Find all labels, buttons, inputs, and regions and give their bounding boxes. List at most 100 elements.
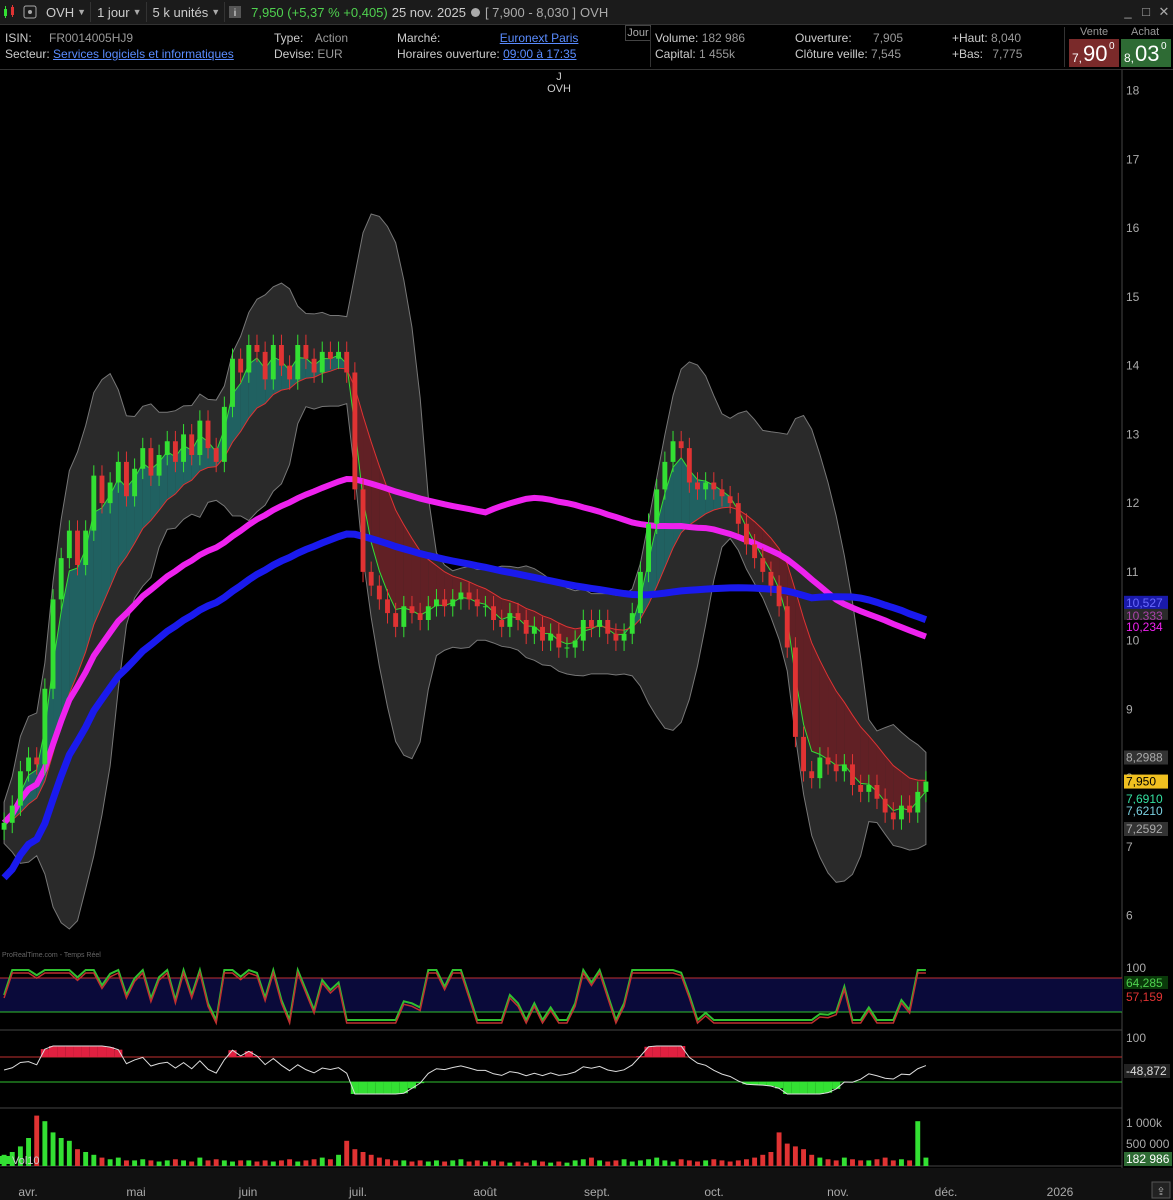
volume-bar	[597, 1160, 603, 1166]
volume-bar	[899, 1159, 904, 1166]
volume-bar	[866, 1160, 872, 1166]
open-label: Ouverture:	[795, 31, 852, 45]
ribbon-segment	[305, 358, 315, 379]
osc-oversold-bar	[750, 1082, 759, 1085]
units-selector[interactable]: 5 k unités ▼	[149, 2, 226, 22]
ribbon-segment	[428, 559, 437, 611]
y-tick-label: 6	[1126, 909, 1133, 923]
candle-body	[287, 365, 293, 380]
candle-body	[882, 798, 888, 813]
hours-link[interactable]: 09:00 à 17:35	[503, 47, 577, 61]
ma-long2-line	[1, 530, 928, 881]
volume-bar	[327, 1159, 333, 1166]
candle-body	[915, 791, 921, 813]
hours-label: Horaires ouverture:	[397, 47, 500, 61]
volume-bar	[26, 1138, 31, 1166]
volume-bar	[189, 1161, 195, 1166]
candle-body	[434, 599, 439, 607]
volume-bar	[523, 1162, 529, 1166]
candle-body	[841, 764, 847, 772]
chevron-down-icon: ▼	[77, 7, 87, 17]
candle-body	[197, 420, 203, 455]
day-range: [ 7,900 - 8,030 ]	[484, 4, 577, 20]
candle-body	[140, 448, 146, 469]
ribbon-segment	[93, 507, 102, 625]
volume-bar	[850, 1159, 855, 1166]
osc-line	[3, 1045, 927, 1095]
buy-button[interactable]: 8, 03 0	[1121, 39, 1171, 67]
ribbon-segment	[150, 462, 160, 521]
ribbon-segment	[363, 415, 372, 543]
ribbon-segment	[330, 355, 339, 372]
candle-body	[695, 482, 700, 490]
candle-body	[760, 558, 766, 572]
osc-oversold-bar	[367, 1082, 376, 1094]
isin-value: FR0014005HJ9	[49, 31, 134, 45]
osc-oversold-bar	[391, 1082, 400, 1094]
ma-long3-price-label: 10,333	[1126, 609, 1163, 623]
volume-bar	[695, 1161, 700, 1166]
candle-body	[50, 599, 56, 689]
sell-button[interactable]: 7, 90 0	[1069, 39, 1119, 67]
close-icon[interactable]: ✕	[1158, 4, 1170, 19]
y-tick-label: 13	[1126, 427, 1140, 441]
osc-oversold-bar	[823, 1082, 833, 1093]
ema-fast-price-label: 7,6910	[1126, 792, 1163, 806]
market-link[interactable]: Euronext Paris	[499, 31, 579, 45]
stoch-k-line	[3, 966, 926, 1024]
volume-bar	[221, 1160, 227, 1166]
candle-body	[515, 613, 521, 620]
volume-bar	[784, 1143, 790, 1166]
scroll-end-button	[1151, 1181, 1171, 1199]
candle-body	[344, 351, 350, 373]
ribbon-segment	[53, 611, 62, 754]
candle-body	[907, 805, 913, 813]
x-tick-label: avr.	[18, 1185, 37, 1199]
volume-bar	[890, 1160, 896, 1166]
y-tick-label: 16	[1126, 221, 1140, 235]
maximize-icon[interactable]: □	[1142, 4, 1150, 19]
volume-bar	[352, 1149, 358, 1166]
volume-bar	[776, 1132, 782, 1166]
osc-overbought-bar	[48, 1046, 58, 1057]
ribbon-segment	[664, 467, 674, 568]
ribbon-segment	[868, 735, 877, 792]
price-chart[interactable]: 181716151413121110987610,52710,33310,234…	[0, 70, 1173, 1200]
oscillator-panel: 100 -48,872	[0, 1031, 1170, 1109]
minimize-icon[interactable]: _	[1124, 4, 1132, 19]
volume-bar	[580, 1159, 586, 1166]
marker-letter: J	[556, 71, 562, 83]
osc-oversold-bar	[383, 1082, 392, 1094]
osc-overbought-bar	[668, 1046, 678, 1057]
symbol-selector[interactable]: OVH ▼	[42, 2, 92, 22]
candle-body	[336, 351, 341, 359]
candle-body	[279, 345, 284, 366]
volume-bar	[213, 1159, 219, 1166]
link-icon[interactable]	[20, 3, 40, 21]
osc-oversold-bar	[375, 1082, 384, 1094]
sector-link[interactable]: Services logiciels et informatiques	[53, 47, 234, 61]
ribbon-segment	[248, 358, 257, 419]
candlestick-icon[interactable]	[0, 3, 20, 21]
volume-bar	[99, 1157, 105, 1166]
period-button[interactable]: Jour	[625, 25, 651, 41]
ribbon-segment	[126, 478, 135, 557]
candle-body	[352, 372, 358, 490]
volume-bar	[132, 1160, 138, 1166]
period-selector[interactable]: 1 jour ▼	[93, 2, 147, 22]
buy-dec: 03	[1135, 41, 1160, 66]
volume-bar	[466, 1161, 472, 1166]
candle-body	[42, 688, 48, 765]
volume-bar	[238, 1160, 244, 1166]
candle-body	[670, 441, 676, 462]
info-icon[interactable]: i	[225, 3, 245, 21]
price-label-bg	[1124, 822, 1168, 836]
ribbon-segment	[901, 771, 910, 811]
y-tick-label: 11	[1126, 565, 1139, 579]
capital-value: 1 455k	[699, 47, 736, 61]
vol-last-label: 182 986	[1126, 1152, 1170, 1166]
osc-overbought-bar	[57, 1046, 66, 1057]
osc-overbought-bar	[244, 1051, 253, 1057]
volume-bar	[434, 1160, 439, 1166]
osc-oversold-bar	[742, 1082, 751, 1085]
